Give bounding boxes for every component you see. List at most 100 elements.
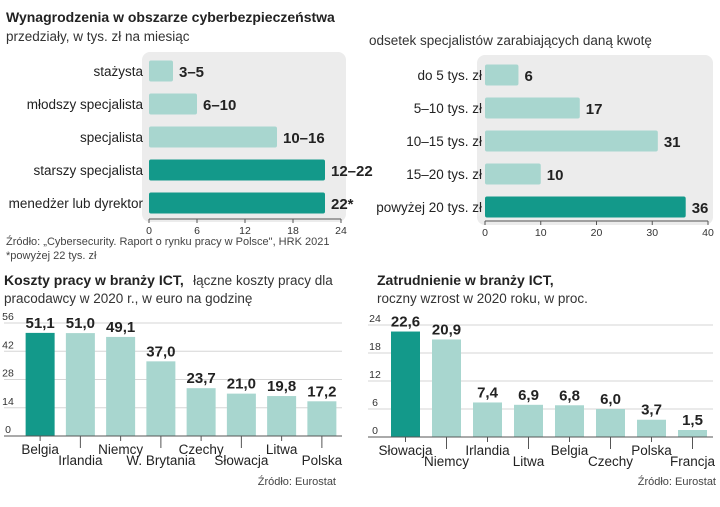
employment-category-label: Niemcy [424,454,469,469]
employment-bar [637,419,666,437]
labour-cost-subtitle-inline: łączne koszty pracy dla [193,273,333,288]
share-x-tick-label: 0 [482,227,488,239]
labour_cost-value-label: 23,7 [187,370,216,387]
labour_cost-bar [307,401,337,436]
salary-source: Źródło: „Cybersecurity. Raport o rynku p… [6,235,329,248]
employment-bar [514,404,543,437]
labour_cost-category-label: Litwa [266,442,298,457]
labour_cost-value-label: 51,0 [66,315,95,332]
salaries-x-tick-label: 0 [146,225,152,237]
salaries-value-label: 10–16 [283,130,325,147]
salaries-value-label: 22* [331,196,354,213]
salaries-category-label: starszy specjalista [33,163,143,178]
labour_cost-y-tick-label: 56 [2,311,14,323]
share-chart-subtitle: odsetek specjalistów zarabiających daną … [369,33,652,48]
labour_cost-category-label: Niemcy [98,442,143,457]
employment-value-label: 20,9 [432,321,461,338]
share-bar [485,163,541,185]
salaries-x-tick-label: 12 [239,225,251,237]
employment-value-label: 1,5 [682,412,703,429]
labour-cost-chart: Koszty pracy w branży ICT, łączne koszty… [2,272,342,488]
share-x-tick-label: 10 [535,227,547,239]
labour-cost-subtitle: pracodawcy w 2020 r., w euro na godzinę [4,291,252,306]
employment-bar [391,331,420,437]
share-category-label: 10–15 tys. zł [406,134,482,149]
employment-value-label: 3,7 [641,402,662,419]
labour_cost-y-tick-label: 42 [2,339,14,351]
labour_cost-y-tick-label: 14 [2,396,14,408]
employment-y-tick-label: 6 [372,397,378,409]
salaries-bar [149,192,325,214]
salaries-category-label: menedżer lub dyrektor [9,196,144,211]
employment-y-tick-label: 18 [369,341,381,353]
labour_cost-value-label: 51,1 [26,315,55,332]
labour_cost-bar [25,332,55,436]
share-x-tick-label: 40 [702,227,714,239]
share-bar [485,130,658,152]
labour_cost-category-label: Irlandia [58,453,103,468]
labour-cost-heading: Koszty pracy w branży ICT, łączne koszty… [4,272,333,289]
labour_cost-value-label: 49,1 [106,319,135,336]
employment-category-label: Litwa [513,454,545,469]
employment-chart: Zatrudnienie w branży ICT, roczny wzrost… [368,272,716,488]
salaries-bar [149,159,325,181]
employment-y-tick-label: 0 [372,425,378,437]
employment-title: Zatrudnienie w branży ICT, [377,272,554,288]
labour_cost-y-tick-label: 28 [2,368,14,380]
employment-bar [678,430,707,437]
labour-cost-source: Źródło: Eurostat [258,475,336,488]
labour_cost-value-label: 19,8 [267,378,296,395]
salary-bars: stażysta 3–5 młodszy specjalista 6–10 specja… [9,52,373,237]
labour_cost-category-label: Czechy [179,442,224,457]
labour_cost-bar [106,336,136,436]
share-value-label: 36 [692,200,709,217]
share-category-label: powyżej 20 tys. zł [376,200,482,215]
salaries-bar [149,126,277,148]
share-category-label: 15–20 tys. zł [406,167,482,182]
labour_cost-value-label: 21,0 [227,376,256,393]
labour_cost-category-label: W. Brytania [126,453,196,468]
labour_cost-bar [146,361,176,436]
labour_cost-bar [65,333,95,436]
employment-value-label: 22,6 [391,314,420,331]
employment-source: Źródło: Eurostat [638,475,716,488]
labour_cost-category-label: Słowacja [214,453,269,468]
share-bar [485,97,580,119]
employment-value-label: 6,8 [559,387,580,404]
salary-note: *powyżej 22 tys. zł [6,250,97,262]
labour-cost-bars: 0 14 28 42 56 51,1 Belgia 51,0 Irlandia 49,1 Niemc… [2,311,342,468]
labour-cost-title: Koszty pracy w branży ICT, [4,272,184,288]
salaries-x-tick-label: 6 [194,225,200,237]
salaries-value-label: 3–5 [179,64,204,81]
share-value-label: 17 [586,101,603,118]
salaries-x-tick-label: 24 [335,225,347,237]
share-bars: do 5 tys. zł 6 5–10 tys. zł 17 10–15 tys. zł… [376,55,714,239]
employment-value-label: 6,9 [518,387,539,404]
share-category-label: do 5 tys. zł [417,68,482,83]
labour_cost-category-label: Polska [302,453,343,468]
share-category-label: 5–10 tys. zł [414,101,482,116]
labour_cost-y-tick-label: 0 [5,424,11,436]
salaries-value-label: 12–22 [331,163,373,180]
employment-value-label: 6,0 [600,391,621,408]
labour_cost-value-label: 37,0 [146,343,175,360]
employment-category-label: Francja [670,454,716,469]
employment-bars: 0 6 12 18 24 22,6 Słowacja 20,9 Niemcy 7,4 Irlandi… [368,313,715,469]
share-value-label: 6 [524,68,532,85]
employment-bar [432,339,461,437]
employment-bar [555,405,584,437]
salaries-category-label: młodszy specjalista [27,97,144,112]
salaries-bar [149,60,173,82]
employment-bar [596,409,625,437]
employment-category-label: Słowacja [378,443,433,458]
labour_cost-bar [226,393,256,436]
share-bar [485,196,686,218]
share-value-label: 10 [547,167,564,184]
salaries-bar [149,93,197,115]
salaries-x-tick-label: 18 [287,225,299,237]
employment-bar [473,402,502,437]
employment-category-label: Czechy [588,454,633,469]
share-x-tick-label: 20 [591,227,603,239]
labour_cost-bar [267,396,297,436]
